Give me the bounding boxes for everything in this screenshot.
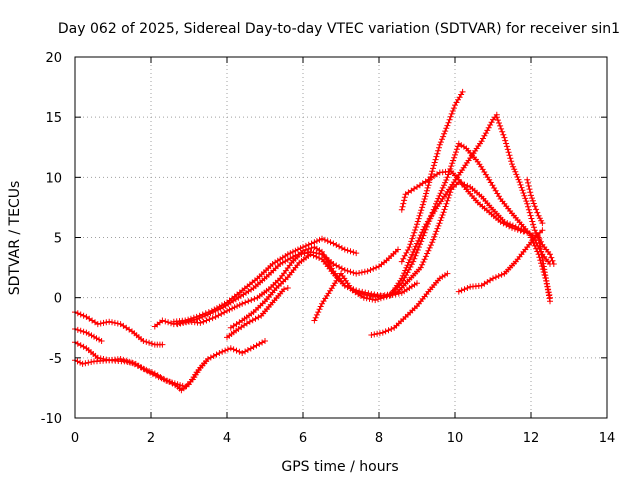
series-markers	[524, 176, 546, 227]
y-tick-label: 5	[54, 232, 62, 247]
series-line	[74, 358, 209, 392]
chart-title: Day 062 of 2025, Sidereal Day-to-day VTE…	[58, 21, 620, 37]
y-tick-label: 15	[45, 111, 62, 126]
x-tick-label: 10	[447, 431, 464, 446]
grid-lines	[75, 57, 607, 418]
y-tick-label: 20	[45, 51, 62, 66]
y-tick-label: 10	[45, 171, 62, 186]
y-axis-ticks: -10 -5 0 5 10 15 20	[41, 51, 607, 427]
x-tick-label: 6	[299, 431, 307, 446]
series-markers	[455, 227, 546, 295]
series-markers	[224, 285, 291, 341]
x-tick-label: 4	[223, 431, 231, 446]
x-axis-ticks: 0 2 4 6 8 10 12 14	[71, 57, 615, 446]
series-markers	[387, 111, 500, 299]
y-tick-label: -10	[41, 412, 62, 427]
x-tick-label: 0	[71, 431, 79, 446]
series-track-4	[72, 356, 211, 394]
series-track-18	[528, 234, 553, 301]
series-track-17	[524, 176, 546, 227]
series-track-14	[387, 111, 500, 299]
series-track-2	[72, 326, 105, 344]
series-track-11	[368, 270, 451, 338]
series-markers	[227, 140, 553, 331]
series-track-6	[170, 235, 360, 325]
data-series	[72, 88, 557, 394]
series-track-15	[493, 114, 557, 267]
y-axis-title: SDTVAR / TECUs	[7, 181, 23, 296]
x-tick-label: 2	[147, 431, 155, 446]
series-track-9	[224, 285, 291, 341]
y-tick-label: -5	[49, 352, 62, 367]
x-tick-label: 14	[599, 431, 616, 446]
series-line	[230, 142, 551, 329]
series-track-8	[227, 140, 553, 331]
series-markers	[398, 88, 466, 265]
series-track-13	[398, 88, 466, 265]
y-tick-label: 0	[54, 292, 62, 307]
series-markers	[528, 234, 553, 301]
series-markers	[174, 244, 420, 328]
x-tick-label: 8	[375, 431, 383, 446]
series-markers	[170, 235, 360, 325]
x-tick-label: 12	[523, 431, 540, 446]
series-markers	[72, 356, 211, 394]
x-axis-title: GPS time / hours	[281, 459, 398, 475]
series-markers	[493, 114, 557, 267]
series-markers	[72, 326, 105, 344]
series-markers	[368, 270, 451, 338]
series-line	[458, 229, 544, 293]
series-track-7	[174, 244, 420, 328]
